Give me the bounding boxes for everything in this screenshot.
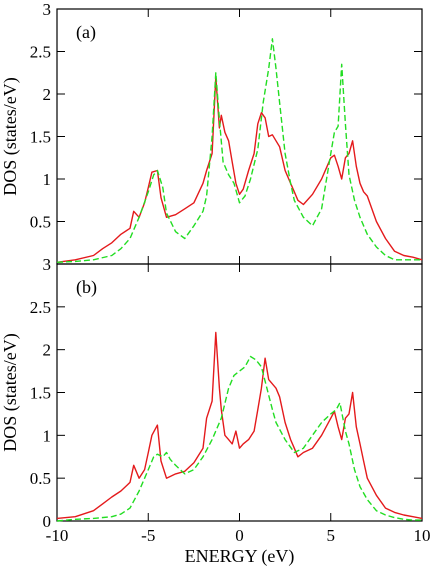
panel-a-label: (a) (76, 22, 96, 43)
panel-a-frame (56, 8, 423, 265)
panel-b-ticks: 0 0.5 1 1.5 2 2.5 3 -10 -5 0 5 10 (30, 255, 431, 545)
y-tick-label: 2.5 (30, 43, 51, 62)
x-tick-label: -10 (46, 526, 69, 545)
dos-dashed-line (56, 38, 422, 263)
y-tick-label: 0 (43, 512, 52, 531)
dos-solid-line (56, 76, 423, 263)
y-tick-label: 2 (43, 341, 52, 360)
panel-b-series (56, 331, 423, 522)
dos-dashed-line (56, 355, 422, 522)
panel-b-label: (b) (76, 277, 97, 298)
y-tick-label: 1 (43, 426, 52, 445)
y-tick-label: 0.5 (30, 213, 51, 232)
y-tick-label: 3 (43, 0, 52, 19)
x-tick-label: 10 (414, 526, 431, 545)
y-tick-label: 0.5 (30, 469, 51, 488)
y-tick-label: 2.5 (30, 298, 51, 317)
x-tick-label: -5 (141, 526, 155, 545)
panel-a-series (56, 38, 423, 263)
dos-solid-line (56, 331, 423, 520)
panel-a-ticks: 0.5 1 1.5 2 2.5 3 (30, 0, 423, 264)
x-tick-label: 0 (235, 526, 244, 545)
y-tick-label: 2 (43, 85, 52, 104)
x-axis-title: ENERGY (eV) (185, 546, 295, 567)
y-tick-label: 1.5 (30, 128, 51, 147)
y-tick-label: 3 (43, 255, 52, 274)
panel-b: (b) DOS (states/eV) 0 0.5 1 1.5 2 2.5 3 -10 -5 0 5… (0, 255, 431, 545)
panel-a: (a) DOS (states/eV) 0.5 1 1.5 2 2.5 3 (0, 0, 423, 265)
panel-b-frame (56, 263, 423, 522)
y-tick-label: 1.5 (30, 384, 51, 403)
panel-a-y-axis-title: DOS (states/eV) (0, 77, 21, 195)
y-tick-label: 1 (43, 170, 52, 189)
panel-b-y-axis-title: DOS (states/eV) (0, 333, 21, 451)
x-tick-label: 5 (327, 526, 336, 545)
